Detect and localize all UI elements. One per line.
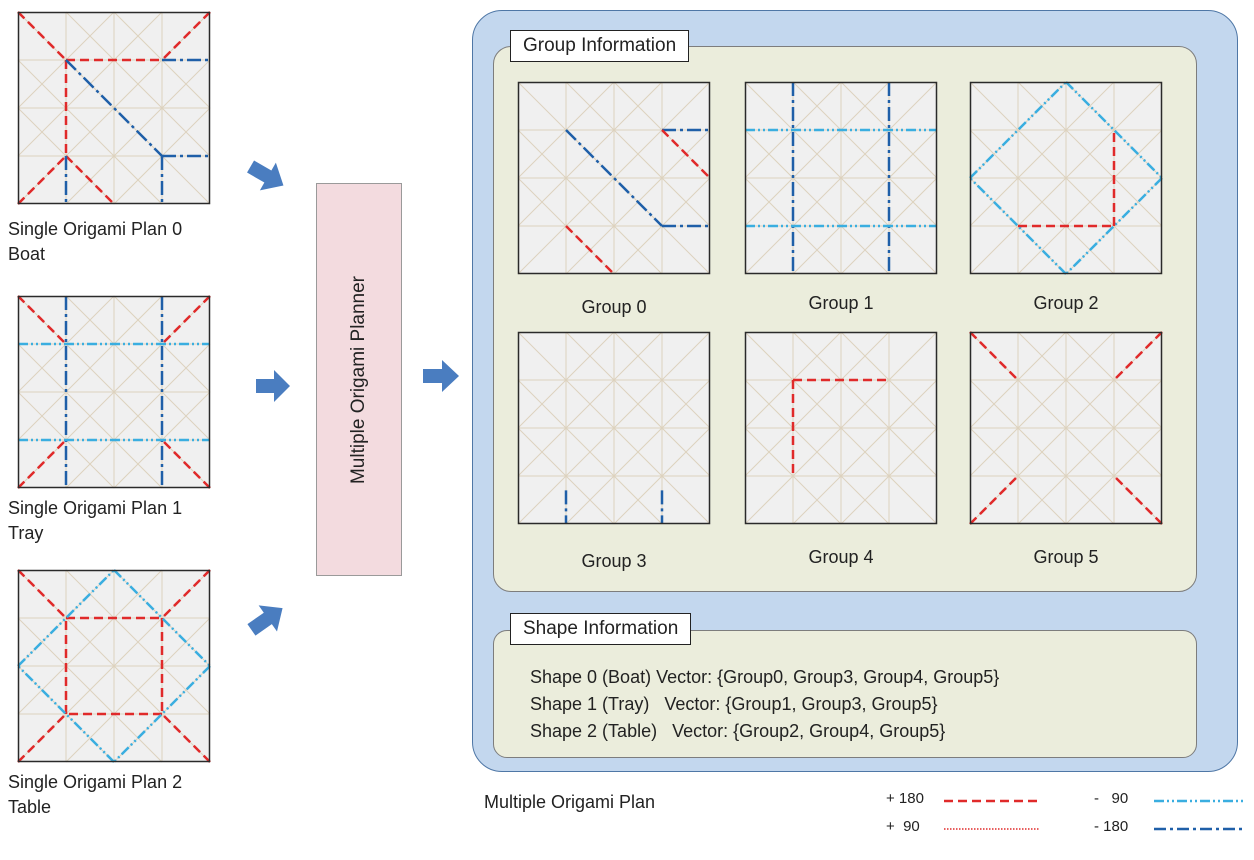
shape-1-vector: Shape 1 (Tray) Vector: {Group1, Group3, …	[530, 694, 938, 714]
reference-creases	[744, 331, 938, 525]
group-5-label: Group 5	[1033, 547, 1099, 567]
reference-creases	[17, 11, 211, 205]
group-3-label: Group 3	[581, 551, 647, 571]
plan-2-caption: Single Origami Plan 2 Table	[8, 770, 182, 820]
plan-0-title: Single Origami Plan 0	[8, 219, 183, 239]
plan-2-shape-name: Table	[8, 797, 52, 817]
legend-label-plus-180: + 180	[886, 790, 924, 807]
reference-creases	[17, 295, 211, 489]
paper-border	[969, 81, 1163, 275]
plan-1-shape-name: Tray	[8, 523, 44, 543]
mountain-fold-crease	[661, 129, 711, 179]
paper-border	[969, 331, 1163, 525]
mountain-fold-crease	[969, 475, 1019, 525]
legend: + 180 + 90 - 90 - 180	[876, 790, 1246, 850]
mountain-fold-crease	[17, 295, 67, 345]
reference-creases	[969, 331, 1163, 525]
multiple-origami-planner-box: Multiple Origami Planner	[316, 183, 402, 576]
mountain-fold-crease	[17, 439, 67, 489]
reference-creases	[517, 81, 711, 275]
group-2-label: Group 2	[1033, 293, 1099, 313]
group-4-crease-grid	[744, 331, 938, 525]
paper-border	[517, 331, 711, 525]
shape-0-vector: Shape 0 (Boat) Vector: {Group0, Group3, …	[530, 667, 1000, 687]
mountain-fold-crease	[161, 439, 211, 489]
paper-border	[517, 81, 711, 275]
legend-swatch-minus-90	[1154, 799, 1244, 803]
shape-information-title: Shape Information	[510, 613, 692, 645]
mountain-fold-crease	[1113, 331, 1163, 381]
valley-fold-crease-180	[565, 129, 663, 227]
arrow-plan1-to-planner	[256, 370, 290, 402]
arrow-plan0-to-planner	[247, 160, 284, 191]
legend-swatch-minus-180	[1154, 827, 1244, 831]
group-0-label: Group 0	[581, 297, 647, 317]
legend-swatch-plus-90	[944, 828, 1040, 830]
legend-label-minus-90: - 90	[1094, 790, 1129, 807]
plan-1-crease-grid	[17, 295, 211, 489]
paper-border	[744, 81, 938, 275]
paper-border	[17, 11, 211, 205]
paper-border	[17, 569, 211, 763]
mountain-fold-crease	[161, 295, 211, 345]
shape-2-vector: Shape 2 (Table) Vector: {Group2, Group4,…	[530, 721, 946, 741]
group-1-crease-grid	[744, 81, 938, 275]
mountain-fold-crease	[17, 11, 67, 61]
mountain-fold-crease	[565, 225, 615, 275]
arrow-plan2-to-planner	[247, 605, 283, 636]
reference-creases	[744, 81, 938, 275]
mountain-fold-crease	[969, 331, 1019, 381]
mountain-fold-crease	[17, 713, 67, 763]
plan-2-crease-grid	[17, 569, 211, 763]
plan-1-caption: Single Origami Plan 1 Tray	[8, 496, 182, 546]
planner-label: Multiple Origami Planner	[348, 275, 369, 484]
group-1-label: Group 1	[808, 293, 874, 313]
mountain-fold-crease	[1113, 475, 1163, 525]
group-4-label: Group 4	[808, 547, 874, 567]
plan-0-caption: Single Origami Plan 0 Boat	[8, 217, 182, 267]
plan-1-title: Single Origami Plan 1	[8, 498, 183, 518]
mountain-fold-crease	[17, 155, 67, 205]
reference-creases	[17, 569, 211, 763]
mountain-fold-crease	[161, 713, 211, 763]
multiple-origami-plan-label: Multiple Origami Plan	[484, 792, 656, 812]
legend-label-plus-90: + 90	[886, 818, 920, 835]
group-5-crease-grid	[969, 331, 1163, 525]
paper-border	[17, 295, 211, 489]
shape-information-panel	[493, 630, 1197, 758]
reference-creases	[969, 81, 1163, 275]
plan-2-title: Single Origami Plan 2	[8, 772, 183, 792]
group-3-crease-grid	[517, 331, 711, 525]
shape-vector-list: Shape 0 (Boat) Vector: {Group0, Group3, …	[530, 664, 999, 745]
mountain-fold-crease	[161, 569, 211, 619]
mountain-fold-crease	[65, 155, 115, 205]
group-0-crease-grid	[517, 81, 711, 275]
plan-0-shape-name: Boat	[8, 244, 46, 264]
mountain-fold-crease	[17, 569, 67, 619]
plan-0-crease-grid	[17, 11, 211, 205]
legend-swatch-plus-180	[944, 799, 1040, 803]
reference-creases	[517, 331, 711, 525]
valley-fold-crease-180	[65, 59, 163, 157]
arrow-planner-to-plan	[423, 360, 459, 392]
group-2-crease-grid	[969, 81, 1163, 275]
mountain-fold-crease	[161, 11, 211, 61]
paper-border	[744, 331, 938, 525]
legend-label-minus-180: - 180	[1094, 818, 1129, 835]
group-information-title: Group Information	[510, 30, 690, 62]
